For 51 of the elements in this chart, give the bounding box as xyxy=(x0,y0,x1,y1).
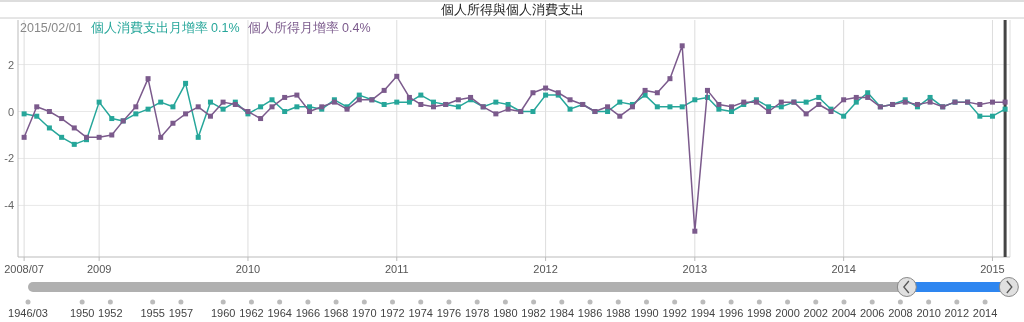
x2-tick-label: 1968 xyxy=(323,307,349,319)
x2-tick-label: 1955 xyxy=(140,307,165,319)
text: 個人消費支出月增率 xyxy=(90,21,208,35)
x2-tick-label: 1978 xyxy=(464,307,490,319)
x2-tick-label: 2012 xyxy=(944,307,970,319)
x2-tick-label: 1992 xyxy=(662,307,687,319)
x2-tick-label: 2000 xyxy=(775,307,800,319)
x2-tick-label: 2004 xyxy=(831,307,857,319)
y-tick-label: 2 xyxy=(7,58,14,71)
x2-tick-label: 1990 xyxy=(634,307,659,319)
x2-tick-label: 1982 xyxy=(521,307,546,319)
annotation: 0.1% xyxy=(211,21,240,35)
x2-tick-label: 1996 xyxy=(718,307,744,319)
x2-tick-label: 1957 xyxy=(168,307,194,319)
x2-tick-label: 1962 xyxy=(239,307,264,319)
x2-tick-label: 1970 xyxy=(352,307,377,319)
x2-tick-label: 2002 xyxy=(803,307,829,319)
y-tick-label: 0 xyxy=(7,105,14,118)
x2-tick-label: 2006 xyxy=(859,307,885,319)
x2-tick-label: 2010 xyxy=(916,307,941,319)
x2-tick-label: 2008 xyxy=(888,307,913,319)
x-tick-label: 2012 xyxy=(533,263,558,275)
y-tick-label: -2 xyxy=(4,152,14,165)
annotation: 2015/02/01 xyxy=(20,21,83,35)
x2-tick-label: 1964 xyxy=(267,307,292,319)
x2-tick-label: 1946/03 xyxy=(8,307,48,319)
x2-tick-label: 1984 xyxy=(549,307,575,319)
chart-title: 個人所得與個人消費支出 xyxy=(440,2,584,17)
x2-tick-label: 1960 xyxy=(210,307,236,319)
x-tick-label: 2008/07 xyxy=(4,263,44,275)
x-tick-label: 2009 xyxy=(86,263,112,275)
x2-tick-label: 1976 xyxy=(436,307,462,319)
x2-tick-label: 1972 xyxy=(380,307,405,319)
x2-tick-label: 1966 xyxy=(295,307,321,319)
x2-tick-label: 2014 xyxy=(972,307,998,319)
x-tick-label: 2013 xyxy=(682,263,708,275)
x2-tick-label: 1950 xyxy=(69,307,95,319)
x-tick-label: 2014 xyxy=(831,263,856,275)
x2-tick-label: 1994 xyxy=(690,307,716,319)
x2-tick-label: 1986 xyxy=(577,307,603,319)
x2-tick-label: 1974 xyxy=(408,307,433,319)
x2-tick-label: 1980 xyxy=(493,307,518,319)
x-tick-label: 2011 xyxy=(384,263,409,275)
x2-tick-label: 1998 xyxy=(747,307,772,319)
text: 個人所得月增率 xyxy=(247,21,339,35)
annotation: 0.4% xyxy=(342,21,371,35)
y-tick-label: -4 xyxy=(4,199,14,212)
x2-tick-label: 1988 xyxy=(606,307,631,319)
x2-tick-label: 1952 xyxy=(98,307,123,319)
x-tick-label: 2015 xyxy=(980,263,1005,275)
x-tick-label: 2010 xyxy=(235,263,261,275)
